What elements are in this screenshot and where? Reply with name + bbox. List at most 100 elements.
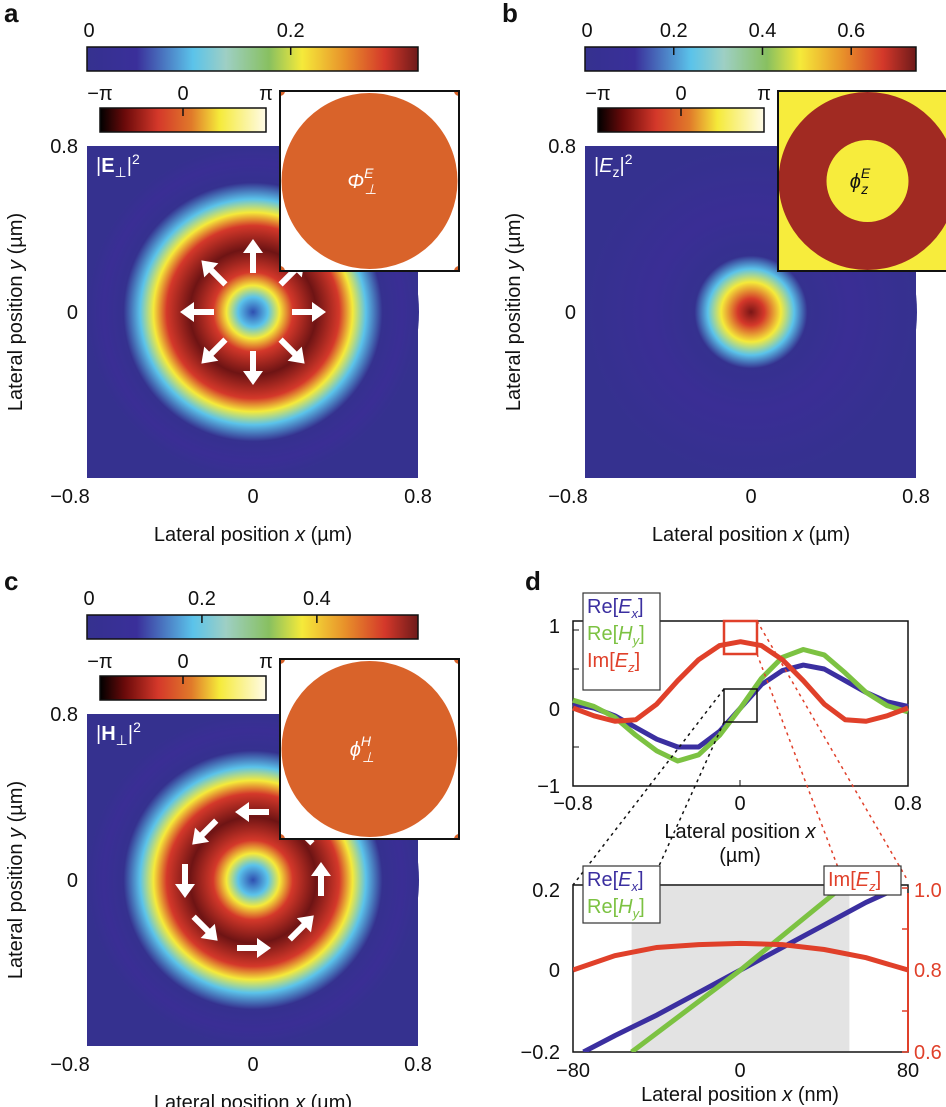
x-axis-label: Lateral position x (nm) <box>641 1084 839 1106</box>
panel-b: b0 0.2 0.4 0.6−π 0 π|Ez|2ϕE z−0.8 0 0.80.80Later… <box>502 0 946 546</box>
zoom-connector <box>756 620 909 882</box>
text-part: y <box>5 259 27 272</box>
polarization-arrow <box>278 337 305 364</box>
text-part: ] <box>639 896 645 918</box>
intensity-colorbar: 0 0.2 0.4 0.6 <box>581 20 917 72</box>
phase-corner <box>280 834 285 839</box>
text-part: (µm) <box>5 213 27 260</box>
text-part: x <box>781 1084 793 1106</box>
text-part: ⊥ <box>362 749 374 765</box>
text-part: H <box>361 733 372 749</box>
inset-label: ϕE z <box>850 165 871 197</box>
phase-colorbar: −π 0 π <box>87 651 273 701</box>
phase-colorbar-tick-label: −π <box>87 83 112 105</box>
panel-label: a <box>4 0 19 28</box>
y-tick-label: −0.2 <box>521 1042 560 1064</box>
text-part: E <box>101 155 114 177</box>
panel-c: c0 0.2 0.4−π 0 π|H⊥|2ϕH ⊥−0.8 0 0.80.80Lateral … <box>4 566 460 1107</box>
y-tick-label: 0 <box>549 960 560 982</box>
ex-zoom-box <box>723 688 758 723</box>
x-tick-label: 0.8 <box>902 486 930 508</box>
legend-box <box>823 865 902 896</box>
colorbar-tick-label: 0 <box>581 20 592 42</box>
colorbar-tick-label: 0 <box>83 20 94 42</box>
x-tick-label: −0.8 <box>548 486 587 508</box>
x-tick-label: 0 <box>734 793 745 815</box>
phase-corner <box>454 91 459 96</box>
text-part: y <box>5 827 27 840</box>
field-label: |E⊥|2 <box>96 151 140 180</box>
y-tick-label: 0 <box>67 870 78 892</box>
phase-disk <box>281 93 458 269</box>
x-tick-label: −80 <box>556 1060 590 1082</box>
text-part: E <box>364 165 374 181</box>
phase-corner <box>280 659 285 664</box>
y-tick-label: 0.2 <box>532 880 560 902</box>
y-tick-label: 0.8 <box>50 704 78 726</box>
y-axis-label: Lateral position y (µm) <box>5 213 27 411</box>
legend-entry: Re[Ex] <box>587 596 644 621</box>
phase-corner <box>280 266 285 271</box>
phase-corner <box>454 834 459 839</box>
text-part: z <box>627 660 635 675</box>
polarization-arrow <box>191 914 218 941</box>
text-part: 2 <box>133 719 141 735</box>
x-tick-label: 0 <box>745 486 756 508</box>
text-part: H <box>618 896 633 918</box>
text-part: | <box>96 723 101 745</box>
zoom-connector <box>756 653 909 1053</box>
text-part: ⊥ <box>364 181 376 197</box>
text-part: Re[ <box>587 596 619 618</box>
text-part: Lateral position <box>503 270 525 411</box>
polarization-arrow <box>201 260 228 287</box>
text-part: ] <box>638 869 644 891</box>
text-part: Lateral position <box>5 838 27 979</box>
text-part: x <box>805 821 817 843</box>
phase-corner <box>454 659 459 664</box>
text-part: 2 <box>132 151 140 167</box>
polarization-arrow <box>235 802 269 822</box>
text-part: (µm) <box>305 524 352 546</box>
colorbar-tick-label: 0.6 <box>837 20 865 42</box>
text-part: x <box>630 879 638 894</box>
phase-colorbar: −π 0 π <box>585 83 771 133</box>
intensity-colorbar: 0 0.2 0.4 <box>83 588 419 640</box>
x-axis-unit: (µm) <box>719 845 761 867</box>
phase-inset: ϕE z <box>777 90 946 272</box>
text-part: (nm) <box>792 1084 839 1106</box>
inset-phase-pattern <box>280 659 459 839</box>
legend-entry: Re[Hy] <box>587 623 645 648</box>
text-part: ] <box>639 623 645 645</box>
y-tick-label: 0.8 <box>548 136 576 158</box>
colorbar-tick-label: 0.2 <box>188 588 216 610</box>
text-part: | <box>594 155 599 177</box>
panel-label: c <box>4 566 18 596</box>
x-tick-label: 0 <box>247 486 258 508</box>
text-part: | <box>128 723 133 745</box>
text-part: (µm) <box>503 213 525 260</box>
phase-colorbar-tick-label: π <box>259 83 273 105</box>
text-part: y <box>503 259 525 272</box>
inset-phase-pattern <box>778 92 946 270</box>
text-part: (µm) <box>803 524 850 546</box>
panel-label: b <box>502 0 518 28</box>
text-part: Lateral position <box>154 524 295 546</box>
series-line <box>630 886 843 1052</box>
text-part: z <box>613 164 620 180</box>
text-part: Re[ <box>587 623 619 645</box>
text-part: z <box>868 879 876 894</box>
colorbar-tick-label: 0.4 <box>749 20 777 42</box>
text-part: ] <box>638 596 644 618</box>
colorbar-tick-label: 0 <box>83 588 94 610</box>
y-tick-label: 0 <box>549 699 560 721</box>
x-tick-label: 0 <box>247 1054 258 1076</box>
text-part: Lateral position <box>5 270 27 411</box>
x-tick-label: −0.8 <box>50 1054 89 1076</box>
phase-colorbar-tick-label: 0 <box>177 83 188 105</box>
series-line <box>572 647 909 764</box>
text-part: Re[ <box>587 869 619 891</box>
x-tick-label: 80 <box>897 1060 919 1082</box>
text-part: Im[ <box>587 650 615 672</box>
